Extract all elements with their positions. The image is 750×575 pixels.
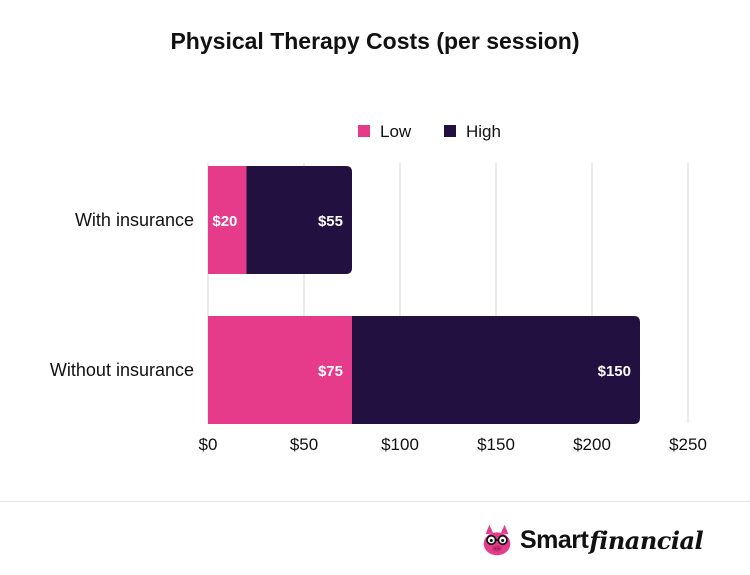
legend: Low High — [358, 122, 501, 141]
bar-high-without-insurance — [352, 316, 640, 424]
data-label: $150 — [598, 363, 631, 380]
category-label: With insurance — [75, 210, 194, 230]
data-label: $20 — [212, 213, 237, 230]
bars: $20 $55 $75 $150 — [208, 166, 640, 424]
x-tick-label: $250 — [669, 435, 707, 454]
brand-name-smart: Smart — [520, 525, 589, 554]
brand-logo[interactable]: Smart financial — [478, 518, 704, 562]
bar-high-with-insurance — [246, 166, 352, 274]
category-label: Without insurance — [50, 360, 194, 380]
bar-chart: Low High $20 $55$75 $150 With insuranceWith… — [50, 122, 707, 454]
x-tick-label: $200 — [573, 435, 611, 454]
x-tick-label: $100 — [381, 435, 419, 454]
pig-mascot-icon — [483, 524, 511, 556]
bar-low-with-insurance — [208, 166, 247, 274]
legend-label-high: High — [466, 122, 501, 141]
legend-swatch-low — [358, 125, 370, 137]
chart-title: Physical Therapy Costs (per session) — [170, 28, 580, 54]
data-label: $75 — [318, 363, 343, 380]
legend-swatch-high — [444, 125, 456, 137]
bar-low-without-insurance — [208, 316, 352, 424]
footer-divider — [0, 501, 750, 502]
legend-label-low: Low — [380, 122, 412, 141]
data-label: $55 — [318, 213, 343, 230]
category-labels: With insurance Without insurance — [50, 210, 194, 380]
x-tick-label: $50 — [290, 435, 318, 454]
x-tick-labels: $0 $50 $100 $150 $200 $250 — [199, 435, 707, 454]
x-tick-label: $0 — [199, 435, 218, 454]
brand-name-financial: financial — [589, 525, 704, 555]
x-tick-label: $150 — [477, 435, 515, 454]
